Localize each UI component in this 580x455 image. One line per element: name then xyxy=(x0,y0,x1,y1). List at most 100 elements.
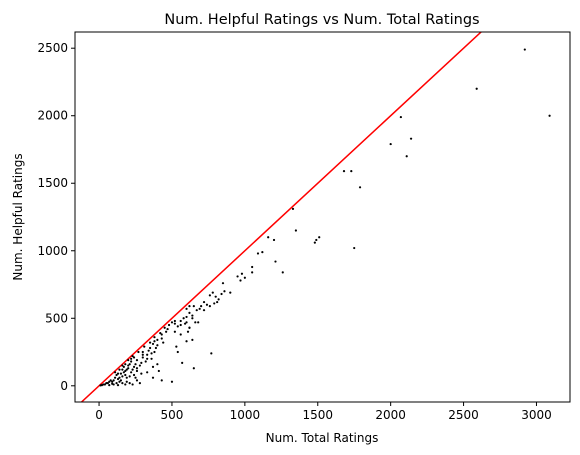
data-point xyxy=(153,350,156,354)
data-point xyxy=(202,309,206,312)
data-point xyxy=(132,373,136,377)
data-point xyxy=(160,337,163,340)
data-point xyxy=(183,322,187,325)
y-tick-label: 500 xyxy=(45,311,68,325)
reference-line xyxy=(80,32,483,402)
data-point xyxy=(173,330,176,333)
data-point xyxy=(217,298,220,301)
data-point xyxy=(157,369,160,373)
data-point xyxy=(138,381,141,385)
y-tick-label: 1000 xyxy=(37,244,68,258)
data-point xyxy=(116,384,120,387)
y-tick-label: 1500 xyxy=(37,176,68,190)
data-point xyxy=(191,314,194,317)
plot-area-frame xyxy=(74,31,571,403)
data-point xyxy=(131,383,134,386)
data-point xyxy=(141,356,144,359)
data-point xyxy=(116,372,120,375)
data-point xyxy=(151,342,155,346)
data-point xyxy=(274,260,277,263)
data-point xyxy=(188,326,191,329)
data-point xyxy=(170,321,174,324)
data-point xyxy=(153,340,156,343)
data-point xyxy=(185,340,188,343)
data-point xyxy=(159,332,162,335)
data-point xyxy=(272,238,276,242)
data-point xyxy=(205,303,209,306)
x-tick-label: 1500 xyxy=(302,408,333,422)
data-point xyxy=(548,114,551,117)
data-point xyxy=(167,323,171,327)
data-point xyxy=(146,357,149,360)
data-point xyxy=(134,376,137,379)
data-point xyxy=(119,379,123,382)
data-point xyxy=(162,341,165,344)
data-point xyxy=(150,357,153,360)
data-point xyxy=(186,330,190,333)
data-point xyxy=(147,349,150,352)
data-point xyxy=(124,363,127,366)
data-point xyxy=(192,367,195,370)
data-point xyxy=(113,376,117,379)
x-tick-label: 2500 xyxy=(448,408,479,422)
data-point xyxy=(313,241,316,244)
data-point xyxy=(130,371,133,374)
x-axis-label: Num. Total Ratings xyxy=(266,431,379,445)
data-point xyxy=(146,353,149,356)
data-point xyxy=(175,345,178,348)
data-point xyxy=(160,379,163,382)
data-point xyxy=(229,291,232,294)
data-point xyxy=(116,377,120,381)
data-point xyxy=(127,364,130,367)
x-tick-label: 2000 xyxy=(375,408,406,422)
data-point xyxy=(128,375,131,378)
data-point xyxy=(350,169,353,173)
data-point xyxy=(119,372,123,375)
data-point xyxy=(192,305,195,308)
data-point xyxy=(146,371,149,374)
data-point xyxy=(121,364,124,367)
data-point xyxy=(208,294,211,297)
data-point xyxy=(202,300,206,304)
data-point xyxy=(121,368,124,371)
data-point xyxy=(179,319,182,323)
data-point xyxy=(191,338,194,341)
data-point xyxy=(291,207,295,210)
data-point xyxy=(243,276,246,279)
data-point xyxy=(176,350,179,354)
data-point xyxy=(220,292,223,296)
data-point xyxy=(200,305,203,308)
data-point xyxy=(281,271,284,274)
data-point xyxy=(198,307,201,310)
data-point xyxy=(128,381,131,385)
data-point xyxy=(135,379,139,382)
x-tick-label: 1000 xyxy=(230,408,261,422)
data-point xyxy=(176,325,179,328)
data-point xyxy=(154,346,158,350)
data-point xyxy=(108,380,111,383)
data-point xyxy=(236,275,239,278)
data-point xyxy=(141,353,144,356)
x-tick-label: 500 xyxy=(161,408,184,422)
data-point xyxy=(315,238,318,242)
data-point xyxy=(121,381,124,385)
x-tick-label: 0 xyxy=(95,408,103,422)
data-point xyxy=(294,229,297,232)
data-point xyxy=(153,336,156,339)
data-point xyxy=(185,315,188,319)
data-point xyxy=(156,338,159,341)
data-point xyxy=(165,330,168,333)
data-point xyxy=(144,360,147,363)
data-point xyxy=(261,251,264,254)
data-point xyxy=(166,327,169,331)
data-point xyxy=(208,305,211,308)
data-point xyxy=(112,379,115,382)
data-point xyxy=(141,350,144,354)
data-point xyxy=(318,236,321,239)
data-point xyxy=(125,376,128,379)
x-tick-label: 3000 xyxy=(521,408,552,422)
data-point xyxy=(113,371,117,374)
data-point xyxy=(185,321,188,324)
data-point xyxy=(124,373,127,377)
